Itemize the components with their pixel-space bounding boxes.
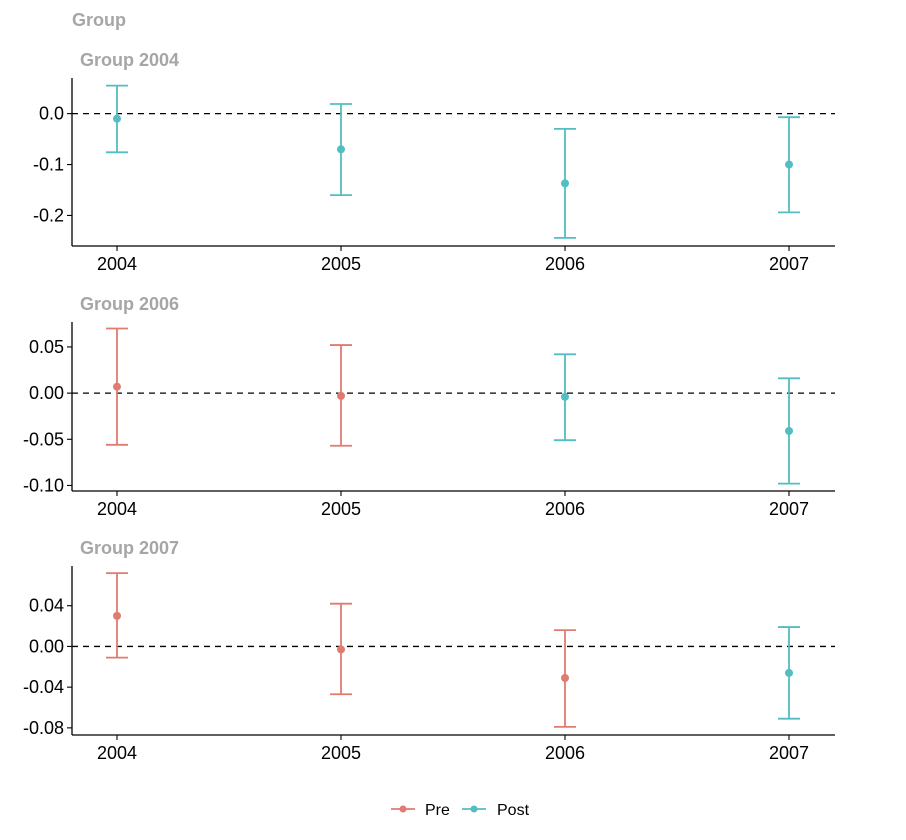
legend-item-post: Post [462,802,530,819]
y-tick-label: 0.05 [29,337,64,357]
super-title: Group [72,10,126,30]
panel-1: Group 2004 0.0 -0.1 -0.2 2004 2005 2006 2007 [33,50,835,274]
errorbar-2006 [554,353,576,442]
panel-3: Group 2007 0.04 0.00 -0.04 -0.08 2004 2005 2006… [23,538,835,763]
legend-key-point [470,805,478,813]
errorbar-2006 [554,629,576,728]
estimate-point [337,145,345,154]
estimate-point [785,160,793,169]
y-tick-label: 0.0 [39,104,64,124]
estimate-point [113,114,121,123]
errorbar-2005 [330,602,352,696]
estimate-point [561,392,569,401]
x-tick-label: 2005 [321,743,361,763]
estimate-point [113,382,121,391]
estimate-point [561,179,569,188]
x-tick-label: 2005 [321,254,361,274]
errorbar-2006 [554,128,576,239]
legend-label: Pre [425,802,450,819]
estimate-point [785,668,793,677]
legend-label: Post [497,802,530,819]
legend-item-pre: Pre [391,802,450,819]
errorbar-2007 [778,116,800,214]
errorbar-2004 [106,84,128,154]
estimate-point [337,645,345,654]
legend: Pre Post [391,802,530,819]
x-tick-label: 2006 [545,743,585,763]
errorbar-2004 [106,572,128,659]
errorbar-2005 [330,344,352,447]
y-tick-label: -0.2 [33,205,64,225]
x-tick-label: 2007 [769,254,809,274]
y-tick-label: 0.00 [29,383,64,403]
x-tick-label: 2007 [769,743,809,763]
y-tick-label: 0.00 [29,636,64,656]
errorbar-2007 [778,377,800,485]
y-tick-label: -0.04 [23,677,64,697]
legend-key-point [399,805,407,813]
y-tick-label: -0.08 [23,718,64,738]
x-tick-label: 2007 [769,499,809,519]
x-tick-label: 2005 [321,499,361,519]
x-tick-label: 2004 [97,254,137,274]
x-tick-label: 2004 [97,499,137,519]
x-tick-label: 2004 [97,743,137,763]
x-tick-label: 2006 [545,499,585,519]
y-tick-label: -0.1 [33,155,64,175]
y-tick-label: -0.10 [23,475,64,495]
y-tick-label: -0.05 [23,429,64,449]
estimate-point [113,611,121,620]
x-tick-label: 2006 [545,254,585,274]
errorbar-2005 [330,103,352,196]
errorbar-2004 [106,327,128,446]
y-tick-label: 0.04 [29,596,64,616]
panel-title: Group 2006 [80,294,179,314]
panel-title: Group 2007 [80,538,179,558]
panel-title: Group 2004 [80,50,179,70]
estimate-point [561,673,569,682]
estimate-point [785,426,793,435]
errorbar-2007 [778,626,800,720]
panel-2: Group 2006 0.05 0.00 -0.05 -0.10 2004 2005 2006… [23,294,835,519]
estimate-point [337,391,345,400]
